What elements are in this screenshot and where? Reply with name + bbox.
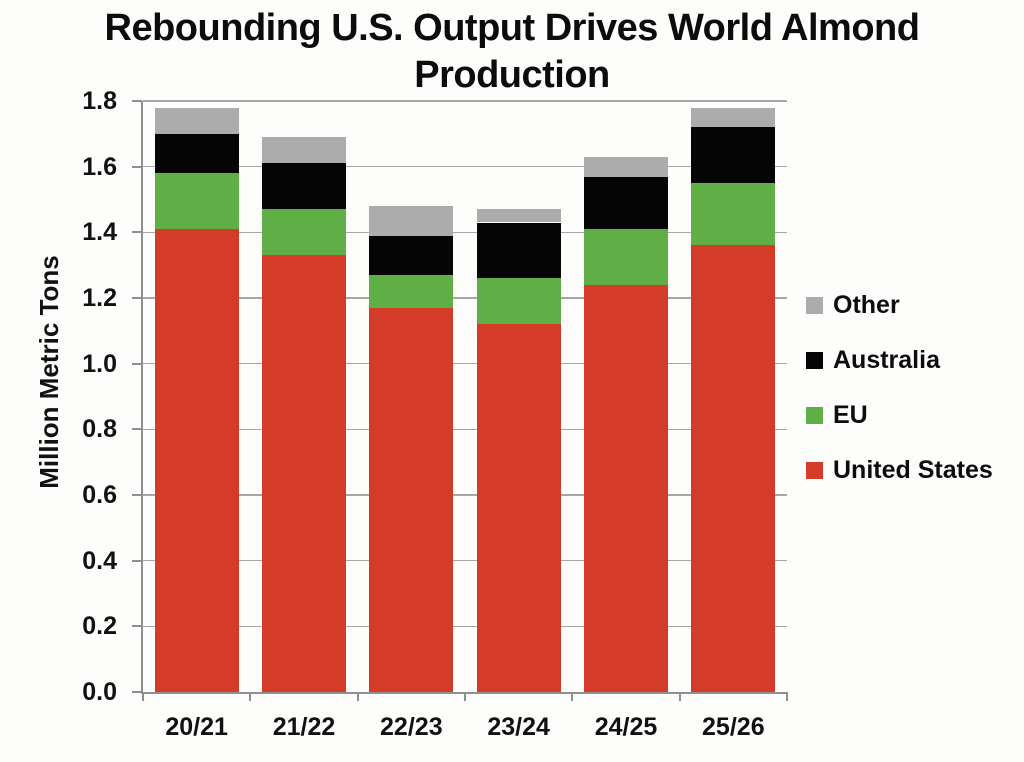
bar-segment-united-states — [691, 245, 776, 692]
y-axis-tick-label: 1.4 — [82, 218, 117, 247]
gridline — [143, 297, 787, 299]
bar-segment-australia — [154, 133, 239, 174]
bar-segment-eu — [369, 275, 454, 308]
bar-segment-eu — [691, 183, 776, 246]
y-axis-tick — [132, 494, 142, 496]
x-axis-tick-label: 21/22 — [272, 713, 336, 741]
y-axis-tick-label: 1.6 — [82, 152, 117, 181]
bar-segment-other — [369, 206, 454, 236]
gridline — [143, 165, 787, 168]
x-axis-tick-label: 25/26 — [702, 713, 765, 741]
gridline — [143, 362, 787, 365]
y-axis-tick — [132, 428, 142, 431]
bar-segment-eu — [262, 209, 346, 256]
x-axis-tick-label: 23/24 — [487, 713, 550, 741]
chart-title-line2: Production — [414, 54, 610, 96]
bar-segment-united-states — [262, 255, 346, 692]
plot-area: 20/21 21/22 22/23 23/24 24/25 25/26 — [132, 100, 788, 740]
legend-item-other: Other — [806, 291, 993, 319]
bar-segment-united-states — [584, 284, 668, 692]
bar-segment-other — [691, 107, 776, 128]
x-axis-tick — [464, 692, 466, 701]
legend-label: EU — [833, 401, 868, 429]
gridline — [143, 625, 787, 628]
bar-segment-united-states — [476, 324, 561, 692]
bar-segment-united-states — [154, 229, 239, 692]
y-axis-tick-label: 0.0 — [82, 678, 117, 706]
gridline — [143, 559, 787, 562]
x-axis-tick-label: 22/23 — [380, 713, 443, 741]
bar-segment-australia — [476, 222, 561, 279]
gridline — [143, 494, 787, 496]
y-axis-tick-label: 0.8 — [82, 415, 117, 444]
bar-segment-australia — [369, 235, 454, 276]
gridline — [143, 428, 787, 431]
x-axis-tick — [571, 692, 574, 701]
y-axis-tick — [132, 625, 142, 628]
chart-title: Rebounding U.S. Output Drives World Almo… — [0, 5, 1024, 99]
bar-segment-australia — [584, 176, 668, 230]
x-axis-tick — [678, 692, 681, 701]
y-axis-tick-label: 1.2 — [82, 284, 117, 312]
y-axis-tick-label: 0.2 — [82, 612, 117, 641]
legend-label: Australia — [833, 346, 940, 374]
x-axis-tick-label: 24/25 — [594, 713, 658, 741]
legend-swatch-united-states — [806, 461, 823, 479]
y-axis-tick — [132, 100, 142, 102]
legend-label: United States — [833, 456, 993, 484]
y-axis-tick — [132, 691, 142, 693]
y-axis-tick — [132, 362, 142, 365]
bar-segment-australia — [262, 163, 346, 210]
y-axis-tick — [132, 559, 142, 562]
legend-swatch-eu — [806, 406, 823, 424]
legend-item-eu: EU — [806, 401, 993, 429]
legend: Other Australia EU United States — [806, 291, 993, 484]
bar-segment-other — [476, 209, 561, 223]
legend-label: Other — [833, 291, 900, 319]
y-axis-tick-label: 1.8 — [82, 87, 117, 115]
bar-segment-eu — [476, 278, 561, 325]
legend-swatch-other — [806, 296, 823, 314]
bar-segment-eu — [154, 173, 239, 230]
bar-segment-eu — [584, 229, 668, 285]
legend-item-united-states: United States — [806, 456, 993, 484]
x-axis-tick-label: 20/21 — [165, 713, 228, 741]
y-axis-tick — [132, 231, 142, 234]
legend-item-australia: Australia — [806, 346, 993, 374]
x-axis-tick — [249, 692, 252, 701]
x-axis-tick — [786, 692, 788, 701]
gridline — [143, 231, 787, 234]
bar-segment-australia — [691, 127, 776, 184]
bar-segment-other — [584, 156, 668, 177]
legend-swatch-australia — [806, 351, 823, 369]
bar-segment-other — [154, 107, 239, 134]
y-axis-tick-label: 0.4 — [82, 546, 117, 575]
x-axis-tick — [356, 692, 359, 701]
y-axis-tick — [132, 165, 142, 168]
bar-segment-other — [262, 137, 346, 164]
chart-title-line1: Rebounding U.S. Output Drives World Almo… — [104, 7, 920, 49]
y-axis-tick — [132, 297, 142, 299]
bar-segment-united-states — [369, 307, 454, 692]
gridline — [143, 100, 787, 102]
y-axis-tick-label: 0.6 — [82, 481, 117, 509]
y-axis-tick-label: 1.0 — [82, 349, 117, 378]
x-axis-tick — [142, 692, 144, 701]
